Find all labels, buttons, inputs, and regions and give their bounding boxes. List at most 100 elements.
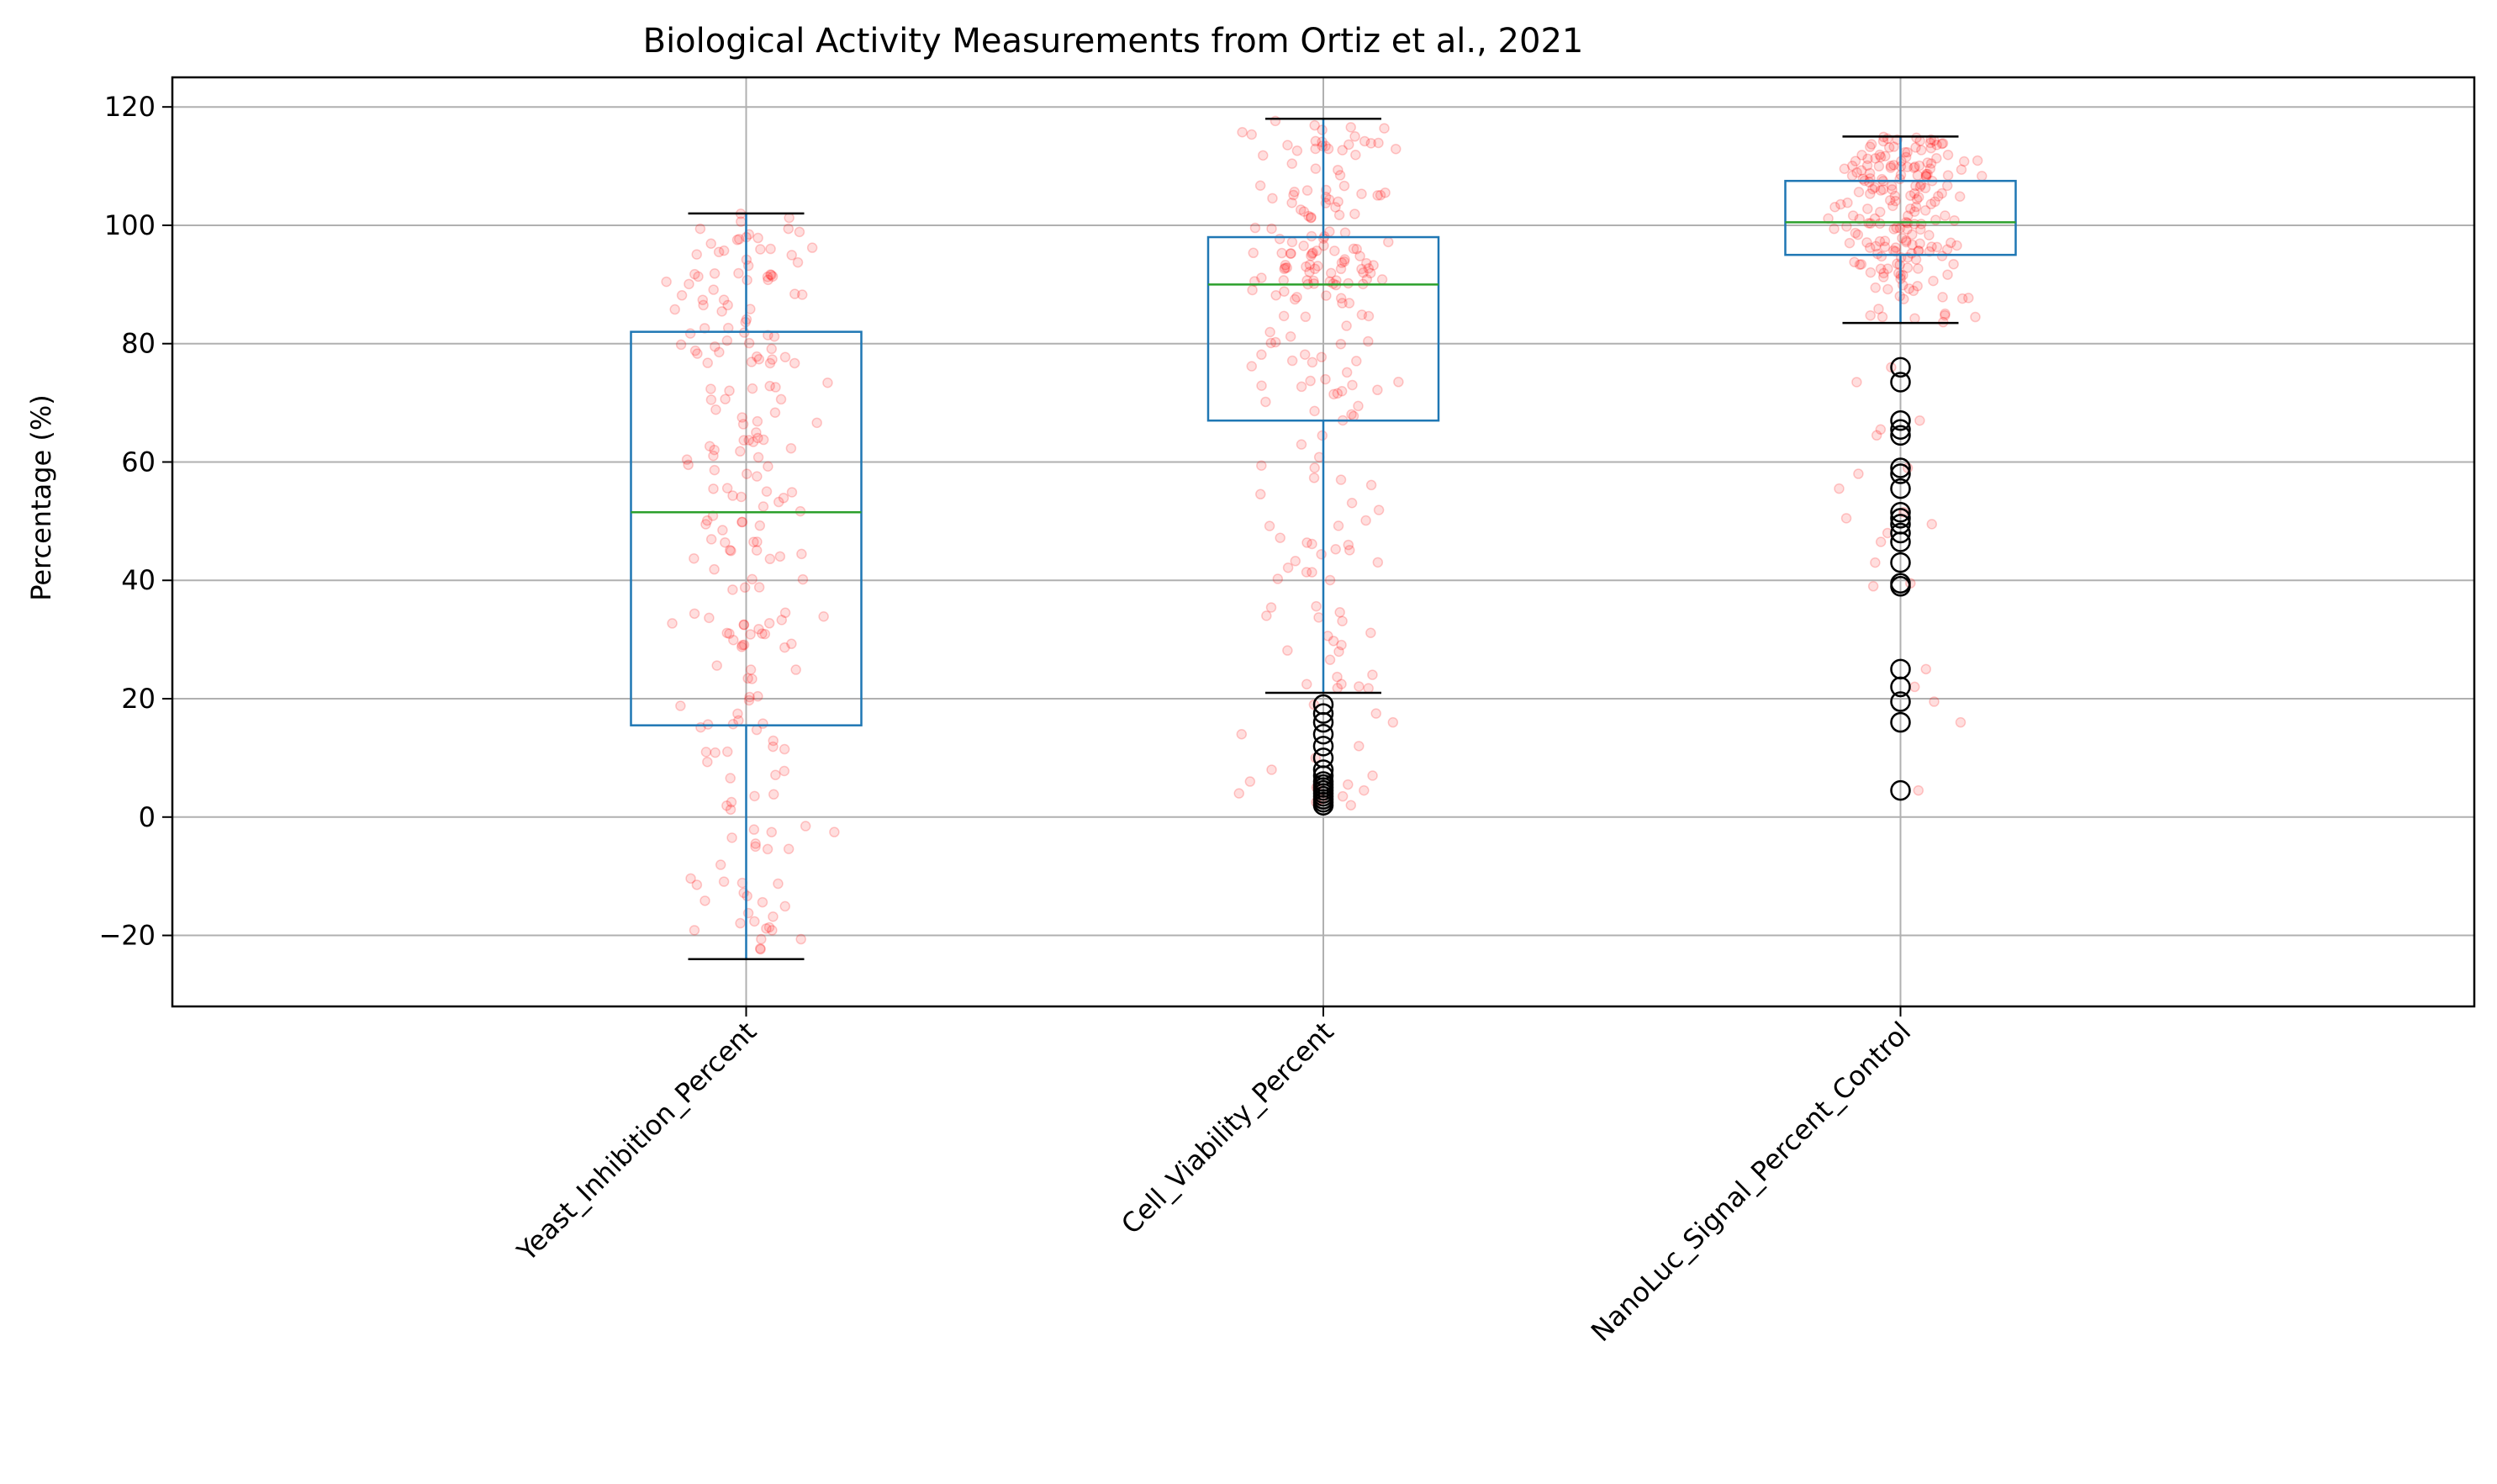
- data-point: [1883, 142, 1895, 153]
- data-point: [1907, 239, 1918, 251]
- outlier-marker: [1890, 463, 1911, 484]
- data-point: [779, 351, 791, 362]
- data-point: [718, 294, 730, 305]
- data-point: [1870, 240, 1882, 252]
- data-point: [1236, 728, 1248, 740]
- data-point: [1295, 204, 1307, 215]
- data-point: [1902, 262, 1914, 273]
- data-point: [1365, 138, 1377, 149]
- data-point: [1854, 259, 1866, 270]
- data-point: [1908, 285, 1919, 297]
- data-point: [689, 552, 699, 564]
- data-point: [752, 452, 764, 463]
- data-point: [1875, 424, 1887, 436]
- data-point: [1882, 283, 1893, 295]
- data-point: [1275, 532, 1285, 543]
- data-point: [1317, 124, 1328, 135]
- data-point: [1878, 272, 1889, 283]
- data-point: [1282, 645, 1293, 656]
- data-point: [1333, 164, 1344, 176]
- data-point: [1335, 474, 1347, 485]
- y-axis-label: Percentage (%): [25, 394, 57, 601]
- data-point: [1257, 150, 1269, 161]
- data-point: [1851, 377, 1862, 388]
- data-point: [1350, 149, 1361, 161]
- data-point: [1335, 263, 1347, 275]
- data-point: [1867, 183, 1878, 195]
- outlier-marker: [1890, 676, 1911, 698]
- data-point: [1926, 241, 1937, 252]
- data-point: [738, 435, 749, 446]
- data-point: [1909, 161, 1920, 172]
- data-point: [784, 212, 794, 224]
- data-point: [1309, 405, 1320, 417]
- data-point: [752, 232, 763, 244]
- data-point: [1328, 636, 1339, 647]
- data-point: [755, 943, 766, 955]
- data-point: [748, 824, 760, 835]
- data-point: [756, 933, 767, 945]
- data-point: [1303, 210, 1314, 222]
- data-point: [1835, 198, 1846, 210]
- data-point: [1936, 138, 1947, 150]
- data-point: [1290, 556, 1301, 567]
- data-point: [1356, 188, 1367, 199]
- data-point: [701, 515, 713, 526]
- data-point: [764, 380, 775, 392]
- data-point: [1963, 293, 1974, 304]
- data-point: [1926, 519, 1938, 530]
- data-point: [1842, 197, 1853, 209]
- data-point: [779, 900, 791, 912]
- data-point: [1861, 160, 1873, 172]
- data-point: [1940, 210, 1951, 221]
- data-point: [1279, 263, 1290, 275]
- data-point: [768, 911, 779, 922]
- data-point: [1850, 227, 1861, 239]
- data-point: [744, 691, 755, 703]
- data-point: [1865, 218, 1877, 229]
- data-point: [770, 382, 781, 393]
- data-point: [1347, 379, 1358, 391]
- data-point: [1977, 171, 1988, 182]
- data-point: [738, 619, 750, 631]
- data-point: [739, 582, 751, 594]
- data-point: [1339, 227, 1351, 238]
- data-point: [742, 673, 753, 684]
- outlier-marker: [1312, 795, 1334, 816]
- data-point: [822, 378, 833, 388]
- data-point: [1372, 190, 1383, 201]
- data-point: [806, 242, 818, 253]
- data-point: [743, 694, 755, 706]
- y-axis-ticks: −20 0 20 40 60 80 100 120: [98, 91, 172, 952]
- data-point: [1338, 256, 1350, 267]
- data-point: [1316, 548, 1327, 560]
- data-point: [1954, 191, 1966, 203]
- data-point: [1942, 149, 1954, 161]
- data-point: [1309, 462, 1320, 473]
- data-point: [1905, 190, 1916, 201]
- data-point: [1307, 247, 1318, 258]
- data-point: [1902, 146, 1913, 158]
- data-point: [1344, 545, 1355, 556]
- data-point: [1920, 168, 1932, 180]
- data-point: [1298, 206, 1310, 217]
- data-point: [1387, 716, 1399, 728]
- data-point: [779, 642, 790, 653]
- y-tick-label: 60: [121, 446, 156, 478]
- data-point: [1311, 600, 1322, 612]
- data-point: [714, 346, 725, 358]
- data-point: [742, 907, 754, 919]
- data-point: [1310, 163, 1322, 174]
- data-point: [1850, 156, 1861, 166]
- data-point: [681, 454, 693, 465]
- data-point: [1925, 142, 1937, 154]
- data-point: [1359, 784, 1370, 796]
- outlier-marker: [1890, 502, 1911, 523]
- data-point: [1931, 153, 1942, 164]
- data-point: [1337, 145, 1348, 156]
- data-point: [1279, 286, 1290, 297]
- data-point: [1313, 612, 1324, 623]
- data-point: [1246, 361, 1258, 372]
- data-point: [1332, 388, 1344, 399]
- data-point: [745, 629, 756, 640]
